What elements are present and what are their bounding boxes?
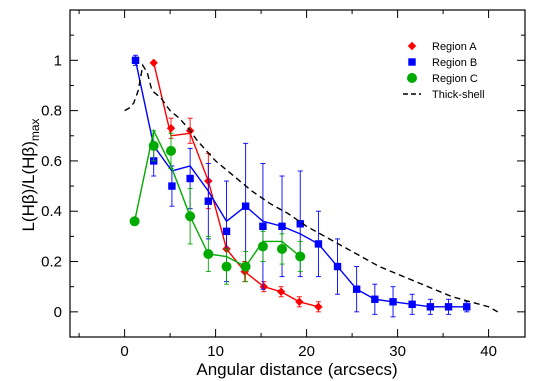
data-point xyxy=(295,251,306,262)
data-point xyxy=(168,182,176,190)
y-axis-label-subscript: max xyxy=(28,118,42,141)
y-axis-label-main: L(Hβ)/L(Hβ) xyxy=(19,141,38,231)
x-tick-label: 10 xyxy=(207,343,224,360)
data-point xyxy=(314,302,323,312)
legend-entry-region-a: Region A xyxy=(407,41,477,53)
series-line-region-b xyxy=(134,60,467,308)
data-point xyxy=(222,227,231,236)
tick-labels: 0 10 20 30 40 0 0.2 0.4 0.6 0.8 1 xyxy=(41,52,497,360)
data-point xyxy=(186,174,194,183)
data-point xyxy=(259,222,267,231)
x-axis-label: Angular distance (arcsecs) xyxy=(196,360,397,379)
x-tick-label: 40 xyxy=(480,343,497,360)
data-point xyxy=(333,262,342,271)
x-tick-label: 0 xyxy=(120,343,128,360)
legend-swatch xyxy=(407,73,417,83)
data-point xyxy=(131,56,140,65)
series-line-thick-shell xyxy=(124,63,499,313)
x-tick-label: 30 xyxy=(389,343,406,360)
legend-entry-thick-shell: Thick-shell xyxy=(403,89,485,101)
data-point xyxy=(204,197,213,205)
series-layer xyxy=(124,54,499,318)
y-tick-label: 0.8 xyxy=(41,103,62,120)
data-point xyxy=(240,267,249,276)
data-point xyxy=(408,300,416,308)
data-point xyxy=(314,240,323,248)
legend-swatch xyxy=(408,58,416,66)
data-point xyxy=(295,297,304,306)
y-tick-label: 0.4 xyxy=(41,203,62,220)
y-tick-label: 0.2 xyxy=(41,254,62,271)
y-tick-label: 1 xyxy=(54,52,62,69)
data-point xyxy=(185,211,196,222)
data-point xyxy=(278,222,286,231)
data-point xyxy=(371,295,379,303)
series-region-c xyxy=(129,128,306,285)
data-point xyxy=(463,303,471,311)
data-point xyxy=(241,202,250,210)
data-point xyxy=(221,261,232,272)
legend-entry-region-b: Region B xyxy=(408,57,477,69)
data-point xyxy=(444,303,453,311)
legend-label: Thick-shell xyxy=(432,89,485,101)
x-tick-label: 20 xyxy=(298,343,315,360)
series-line-region-c xyxy=(133,128,301,268)
data-point xyxy=(352,285,361,293)
data-point xyxy=(149,58,158,68)
legend-entry-region-c: Region C xyxy=(407,73,478,85)
data-point xyxy=(257,241,268,252)
y-axis-label: L(Hβ)/L(Hβ)max xyxy=(19,118,42,231)
series-line-region-a xyxy=(153,62,319,308)
data-point xyxy=(240,261,251,272)
legend-label: Region B xyxy=(432,57,477,69)
y-tick-label: 0 xyxy=(54,304,62,321)
data-point xyxy=(426,303,435,311)
data-point xyxy=(277,243,288,254)
legend-swatch xyxy=(407,41,417,51)
legend-label: Region C xyxy=(432,73,478,85)
data-point xyxy=(276,287,286,296)
data-point xyxy=(389,298,397,306)
ticks xyxy=(70,10,525,337)
y-tick-label: 0.6 xyxy=(41,153,62,170)
data-point xyxy=(166,124,176,133)
data-point xyxy=(129,216,140,227)
series-thick-shell xyxy=(124,63,499,313)
data-point xyxy=(296,220,304,228)
data-point xyxy=(203,248,214,259)
legend-label: Region A xyxy=(432,41,477,53)
legend: Region A Region B Region C Thick-shell xyxy=(403,41,485,101)
plot-frame xyxy=(69,9,526,338)
data-point xyxy=(148,140,159,151)
data-point xyxy=(166,145,177,156)
